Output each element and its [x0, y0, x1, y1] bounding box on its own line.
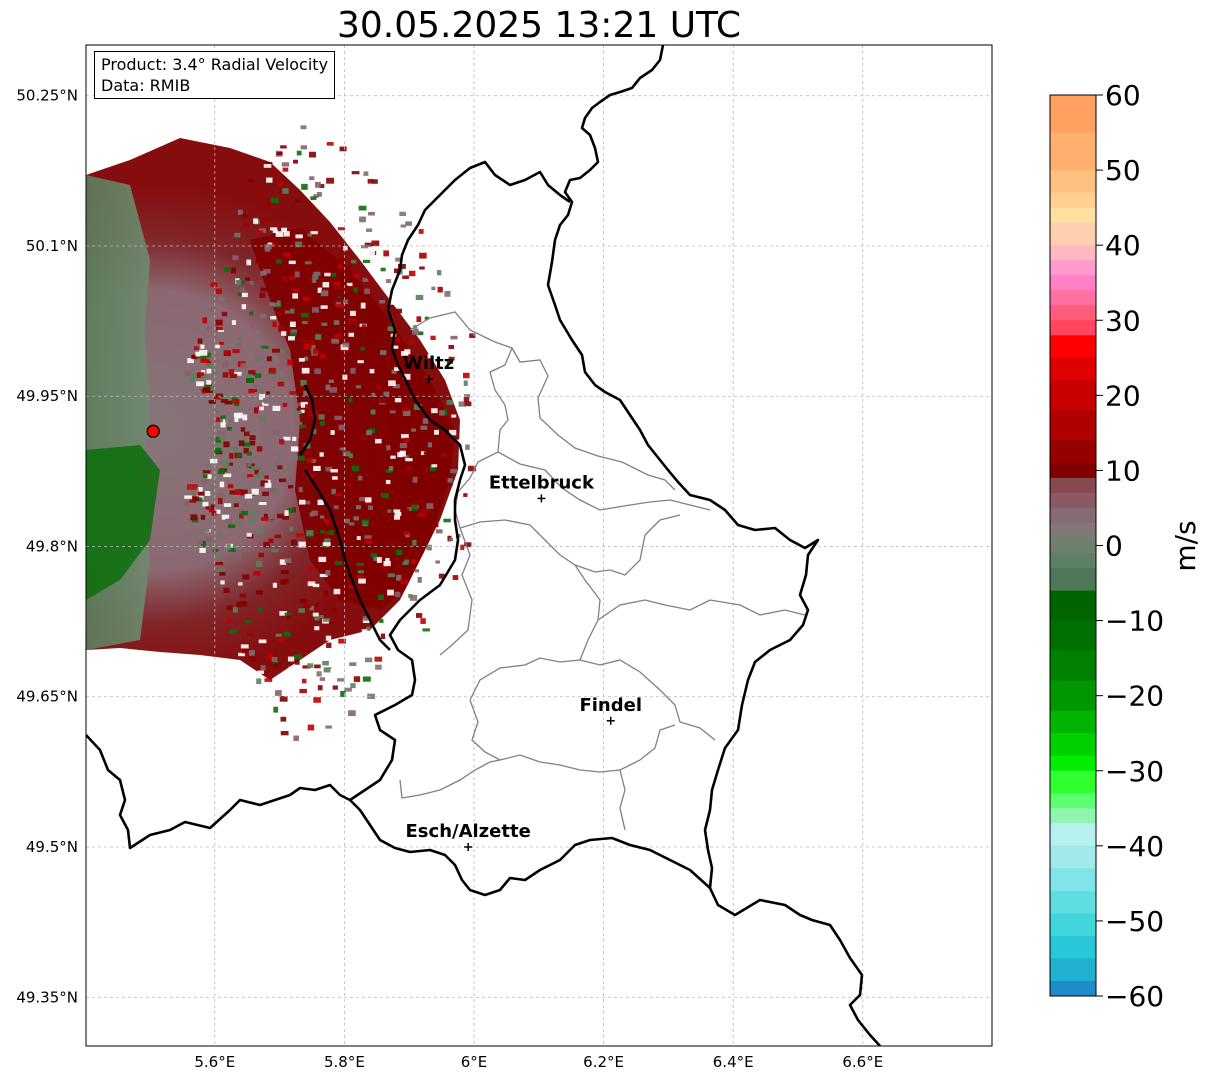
colorbar-unit-label: m/s [1169, 520, 1202, 571]
colorbar-band [1050, 553, 1096, 569]
colorbar-band [1050, 492, 1096, 509]
lat-tick-label: 49.8°N [26, 537, 78, 555]
lat-tick-label: 49.65°N [16, 688, 78, 706]
colorbar-band [1050, 958, 1096, 982]
colorbar-band [1050, 710, 1096, 734]
lat-tick-label: 49.35°N [16, 988, 78, 1006]
colorbar-band [1050, 335, 1096, 359]
lon-tick-label: 5.6°E [194, 1053, 235, 1071]
lon-tick-label: 6°E [461, 1053, 488, 1071]
colorbar-band [1050, 868, 1096, 892]
echo-speckles [184, 125, 476, 741]
colorbar-band [1050, 305, 1096, 321]
colorbar-band [1050, 357, 1096, 381]
radar-echoes [86, 125, 476, 741]
colorbar-band [1050, 222, 1096, 246]
colorbar-tick-label: 10 [1105, 454, 1141, 487]
city-wiltz: Wiltz [403, 353, 454, 384]
latitude-axis: 50.25°N 50.1°N 49.95°N 49.8°N 49.65°N 49.5°N 4… [16, 87, 78, 1007]
colorbar-band [1050, 170, 1096, 194]
colorbar-band [1050, 320, 1096, 336]
colorbar-band [1050, 808, 1096, 824]
colorbar-tick-label: 30 [1105, 304, 1141, 337]
colorbar-band [1050, 132, 1096, 171]
colorbar-band [1050, 462, 1096, 479]
map-title: 30.05.2025 13:21 UTC [336, 5, 742, 46]
colorbar-band [1050, 733, 1096, 757]
colorbar-tick-label: −60 [1105, 980, 1164, 1013]
colorbar-tick-label: −10 [1105, 605, 1164, 638]
colorbar-band [1050, 380, 1096, 411]
colorbar-band [1050, 245, 1096, 261]
colorbar-band [1050, 192, 1096, 209]
colorbar-tick-label: −20 [1105, 680, 1164, 713]
lat-tick-label: 50.25°N [16, 87, 78, 105]
city-label: Ettelbruck [489, 472, 595, 493]
plot-frame [85, 44, 993, 1047]
colorbar-tick-label: −50 [1105, 905, 1164, 938]
colorbar-tick-label: 40 [1105, 229, 1141, 262]
lat-tick-label: 49.5°N [26, 838, 78, 856]
colorbar-band [1050, 275, 1096, 291]
lat-tick-label: 49.95°N [16, 387, 78, 405]
product-info-box: Product: 3.4° Radial Velocity Data: RMIB [94, 51, 336, 99]
lon-tick-label: 6.6°E [842, 1053, 883, 1071]
city-findel: Findel [579, 695, 642, 725]
colorbar-band [1050, 755, 1096, 772]
colorbar-band [1050, 590, 1096, 622]
lon-tick-label: 6.2°E [583, 1053, 624, 1071]
colorbar-band [1050, 260, 1096, 276]
colorbar-tick-label: −30 [1105, 755, 1164, 788]
colorbar-band [1050, 890, 1096, 914]
city-esch-alzette: Esch/Alzette [406, 821, 531, 851]
longitude-axis: 5.6°E 5.8°E 6°E 6.2°E 6.4°E 6.6°E [194, 1053, 883, 1071]
colorbar-tick-label: −40 [1105, 830, 1164, 863]
city-ettelbruck: Ettelbruck [489, 472, 595, 503]
colorbar-tick-label: 0 [1105, 530, 1123, 563]
colorbar-band [1050, 507, 1096, 524]
canton-borders [399, 311, 806, 831]
colorbar-band [1050, 410, 1096, 441]
national-borders [86, 45, 881, 1046]
colorbar-tick-label: 20 [1105, 379, 1141, 412]
colorbar-band [1050, 522, 1096, 539]
product-label: Product: 3.4° Radial Velocity [101, 55, 329, 74]
colorbar-band [1050, 477, 1096, 494]
echo-field-inbound [86, 445, 160, 600]
colorbar-band [1050, 440, 1096, 464]
colorbar-band [1050, 845, 1096, 869]
echo-field-outbound [250, 228, 455, 610]
colorbar-band [1050, 650, 1096, 682]
colorbar: 60 50 40 30 20 10 0 −10 −20 −30 −40 −50 −60 m/s [1049, 79, 1202, 1013]
colorbar-band [1050, 537, 1096, 554]
city-markers: Wiltz Ettelbruck Findel Esch/Alzette [403, 353, 642, 851]
radar-site-marker [146, 424, 160, 438]
colorbar-tick-label: 60 [1105, 79, 1141, 112]
colorbar-band [1050, 620, 1096, 652]
colorbar-band [1050, 290, 1096, 306]
colorbar-band [1050, 95, 1096, 134]
colorbar-band [1050, 935, 1096, 959]
data-source-label: Data: RMIB [101, 76, 191, 95]
city-label: Wiltz [403, 353, 454, 374]
colorbar-band [1050, 207, 1096, 224]
lat-tick-label: 50.1°N [26, 237, 78, 255]
colorbar-band [1050, 980, 1096, 997]
colorbar-tick-label: 50 [1105, 154, 1141, 187]
city-label: Esch/Alzette [406, 821, 531, 842]
colorbar-band [1050, 913, 1096, 937]
lon-tick-label: 6.4°E [713, 1053, 754, 1071]
city-label: Findel [579, 695, 642, 716]
colorbar-band [1050, 770, 1096, 794]
colorbar-band [1050, 823, 1096, 847]
colorbar-band [1050, 793, 1096, 809]
colorbar-band [1050, 680, 1096, 712]
lon-tick-label: 5.8°E [324, 1053, 365, 1071]
colorbar-band [1050, 568, 1096, 592]
